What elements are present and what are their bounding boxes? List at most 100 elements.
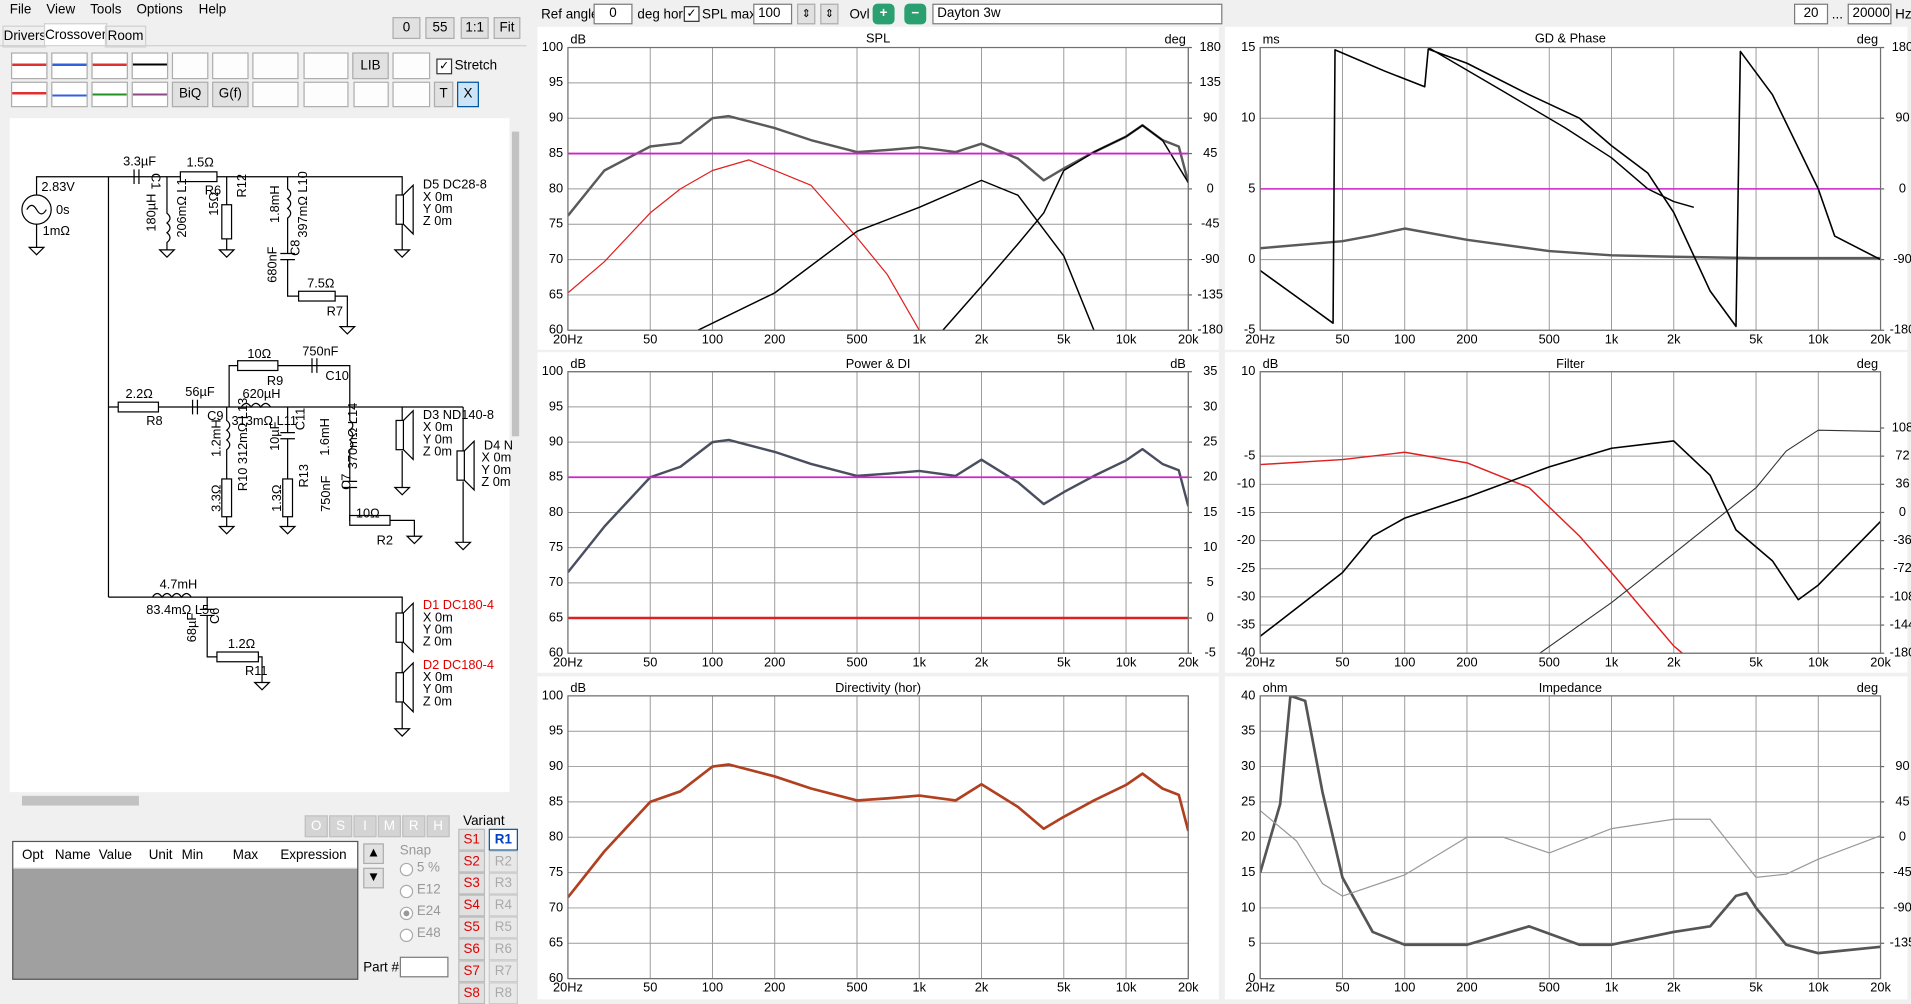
stretch-checkbox[interactable]: ✓: [436, 58, 453, 75]
variant-s[interactable]: S8: [458, 982, 486, 1004]
remove-overlay[interactable]: −: [904, 3, 927, 25]
tool-resistor[interactable]: [303, 52, 349, 80]
ref-angle-input[interactable]: 0: [593, 3, 633, 25]
snap-radio[interactable]: [399, 884, 414, 899]
plot-title: Filter: [1556, 356, 1585, 371]
column-header: Value: [98, 848, 133, 863]
tool-highpass2[interactable]: [51, 81, 88, 108]
x-tick-label: 500: [846, 331, 867, 346]
y-tick-label: 80: [549, 829, 563, 844]
y2-tick-label: -135: [1890, 935, 1911, 950]
tool-lowpass2[interactable]: [10, 81, 48, 108]
x-button[interactable]: X: [457, 81, 479, 108]
component-label: D2 DC180-4: [423, 657, 494, 672]
move-down[interactable]: ▼: [363, 867, 384, 889]
optimizer-button[interactable]: S: [329, 815, 353, 838]
zoom-button[interactable]: Fit: [493, 17, 521, 39]
tool-highpass[interactable]: [51, 52, 88, 80]
tab[interactable]: Room: [104, 25, 147, 48]
variant-s[interactable]: S4: [458, 894, 486, 917]
x-tick-label: 500: [846, 980, 867, 995]
variant-s[interactable]: S5: [458, 916, 486, 939]
y-tick-label: 20: [1241, 829, 1255, 844]
spl-max-checkbox[interactable]: ✓: [683, 6, 700, 22]
ovl-label: Ovl: [849, 7, 870, 22]
y-tick-label: 15: [1241, 39, 1255, 54]
tab-active[interactable]: Crossover: [43, 23, 108, 47]
h-scroll-thumb[interactable]: [21, 795, 139, 806]
tool-ground[interactable]: [392, 81, 431, 108]
variant-r[interactable]: R5: [488, 916, 518, 939]
tool-inductor[interactable]: [252, 81, 299, 108]
tool-allpass[interactable]: [131, 81, 169, 108]
tool-driver[interactable]: [353, 81, 389, 108]
tool-lowpass[interactable]: [10, 52, 48, 80]
gf-button[interactable]: G(f): [212, 81, 249, 108]
tab-line: [0, 45, 527, 47]
snap-radio[interactable]: [399, 906, 414, 921]
tool-transformer[interactable]: [303, 81, 349, 108]
menu-item[interactable]: File: [9, 2, 32, 18]
tool-notch[interactable]: [91, 81, 128, 108]
move-up[interactable]: ▲: [363, 843, 384, 865]
snap-radio[interactable]: [399, 928, 414, 943]
variant-r[interactable]: R7: [488, 960, 518, 983]
tool-bandpass[interactable]: [91, 52, 128, 80]
x-tick-label: 200: [764, 331, 785, 346]
menu-item[interactable]: Options: [136, 2, 183, 18]
y-tick-label: 70: [549, 251, 563, 266]
component-label: R10 312mΩ L13: [235, 398, 250, 491]
plot-frame: [567, 695, 1189, 980]
optimizer-button[interactable]: M: [377, 815, 401, 838]
snap-radio[interactable]: [399, 862, 414, 877]
zoom-button[interactable]: 0: [392, 17, 421, 39]
part-input[interactable]: [399, 956, 449, 978]
zoom-button[interactable]: 55: [425, 17, 455, 39]
variant-r[interactable]: R1: [488, 828, 518, 851]
variant-s[interactable]: S1: [458, 828, 486, 851]
y-tick-label: 85: [549, 469, 563, 484]
tool-shelf[interactable]: [131, 52, 169, 80]
f-max[interactable]: 20000: [1847, 3, 1892, 25]
optimizer-button[interactable]: H: [426, 815, 450, 838]
column-header: Opt: [21, 848, 44, 863]
spl-max-input[interactable]: 100: [753, 3, 793, 25]
tool-capacitor[interactable]: [252, 52, 299, 80]
variant-r[interactable]: R3: [488, 872, 518, 895]
optimizer-button[interactable]: I: [353, 815, 377, 838]
component-label: X 0m: [423, 189, 453, 204]
menu-item[interactable]: Tools: [90, 2, 122, 18]
t-button[interactable]: T: [433, 81, 454, 108]
snap-label: Snap: [399, 843, 432, 858]
variant-s[interactable]: S7: [458, 960, 486, 983]
zoom-button[interactable]: 1:1: [460, 17, 489, 39]
variant-s[interactable]: S6: [458, 938, 486, 961]
optimizer-button[interactable]: O: [304, 815, 328, 838]
variant-r[interactable]: R2: [488, 850, 518, 873]
tool-buffer[interactable]: [212, 52, 249, 80]
variant-r[interactable]: R6: [488, 938, 518, 961]
x-tick-label: 1k: [1605, 331, 1619, 346]
variant-s[interactable]: S3: [458, 872, 486, 895]
optimizer-button[interactable]: R: [402, 815, 426, 838]
y2-tick-label: 90: [1895, 110, 1909, 125]
variant-r[interactable]: R8: [488, 982, 518, 1004]
v-scroll-thumb[interactable]: [511, 131, 520, 437]
biq-button[interactable]: BiQ: [171, 81, 209, 108]
column-header: Name: [54, 848, 91, 863]
component-label: 7.5Ω: [307, 275, 334, 290]
lib-button[interactable]: LIB: [352, 52, 389, 80]
variant-s[interactable]: S2: [458, 850, 486, 873]
spin-button[interactable]: ⇕: [797, 3, 816, 25]
spin-button[interactable]: ⇕: [820, 3, 839, 25]
variant-r[interactable]: R4: [488, 894, 518, 917]
tool-wire[interactable]: [392, 52, 431, 80]
project-name[interactable]: Dayton 3w: [932, 3, 1223, 25]
x-tick-label: 20k: [1178, 331, 1199, 346]
tool-amp[interactable]: [171, 52, 209, 80]
add-overlay[interactable]: +: [872, 3, 895, 25]
f-min[interactable]: 20: [1794, 3, 1829, 25]
menu-item[interactable]: View: [46, 2, 76, 18]
menu-item[interactable]: Help: [198, 2, 227, 18]
component-label: 750nF: [302, 344, 338, 359]
